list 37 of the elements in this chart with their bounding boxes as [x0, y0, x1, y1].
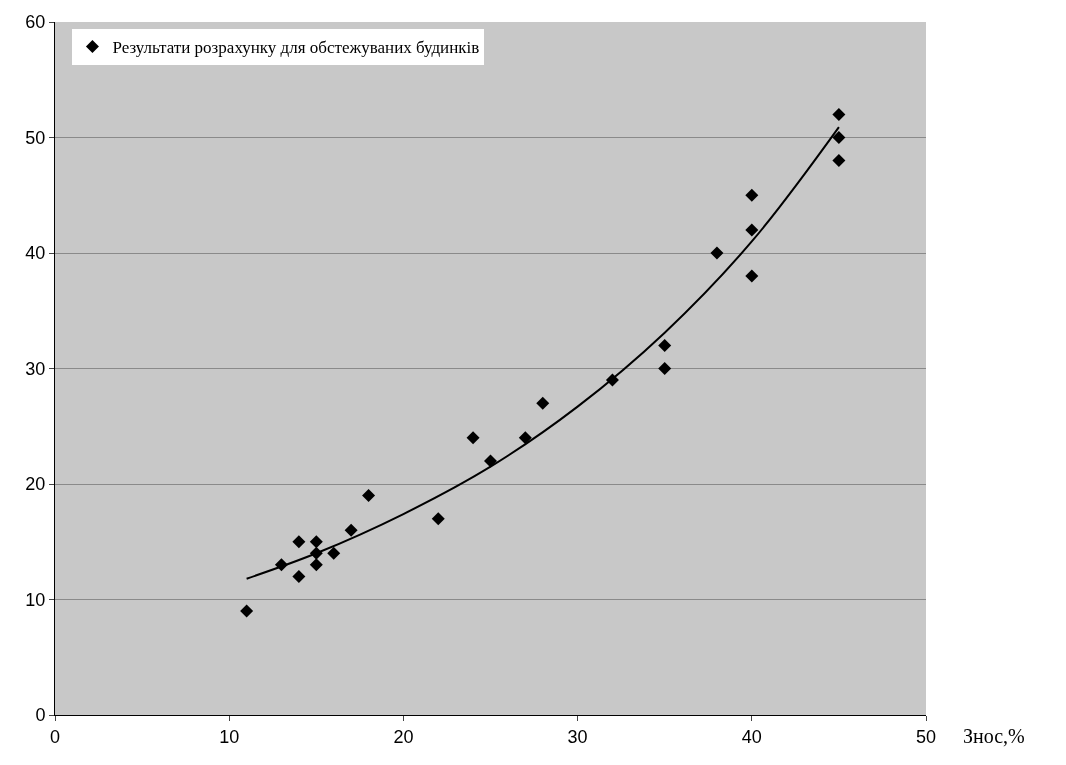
point	[292, 569, 306, 583]
legend-label: Результати розрахунку для обстежуваних будинків	[112, 38, 480, 58]
y-tick-label: 10	[25, 589, 46, 610]
x-tick-label: 0	[49, 726, 61, 747]
y-tick-label: 30	[25, 358, 46, 379]
point	[710, 246, 724, 260]
point	[745, 223, 759, 237]
point	[745, 188, 759, 202]
x-tick-label: 40	[741, 726, 762, 747]
point	[536, 396, 550, 410]
point	[484, 454, 497, 468]
point	[309, 558, 323, 572]
x-tick-label: 10	[219, 726, 240, 747]
point	[362, 489, 376, 503]
point	[832, 154, 846, 168]
y-tick-label: 0	[35, 705, 46, 726]
x-tick-label: 20	[393, 726, 414, 747]
x-tick-label: 50	[915, 726, 937, 747]
point	[745, 269, 759, 283]
point	[431, 512, 445, 526]
point	[832, 107, 846, 121]
point	[658, 362, 672, 375]
point	[344, 523, 358, 537]
y-tick-label: 60	[25, 12, 46, 33]
y-tick-label: 50	[25, 127, 46, 148]
y-tick-label: 40	[25, 243, 46, 264]
point	[292, 535, 306, 549]
x-axis-title: Знос,%	[963, 725, 1025, 747]
point	[518, 431, 532, 445]
x-tick-label: 30	[567, 726, 588, 747]
point	[309, 535, 323, 549]
point	[466, 431, 480, 445]
point	[832, 131, 846, 144]
point	[327, 546, 341, 560]
point	[658, 338, 672, 352]
point	[240, 604, 254, 618]
y-tick-label: 20	[25, 474, 46, 495]
